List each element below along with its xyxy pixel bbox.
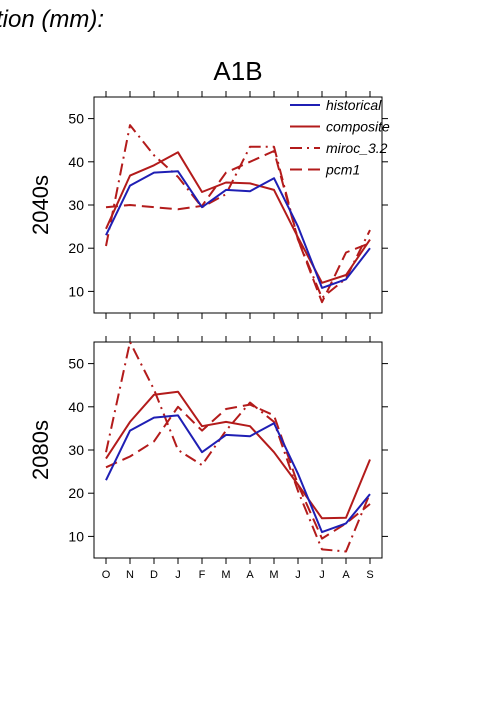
y-tick-label: 40 — [68, 154, 84, 170]
legend-label: miroc_3.2 — [326, 140, 388, 156]
series-line-miroc-3-2 — [105, 124, 371, 299]
panel-2040s: 10 20 30 40 50 2040s — [28, 91, 388, 319]
x-tick-label: N — [126, 569, 134, 581]
x-tick-label: S — [366, 569, 373, 581]
legend-label: historical — [326, 97, 382, 113]
series-line-composite — [105, 151, 371, 284]
legend-label: composite — [326, 119, 390, 135]
legend: historical composite miroc_3.2 pcm1 — [290, 97, 390, 178]
series-line-pcm1 — [105, 150, 371, 304]
y-axis-label: 2040s — [28, 175, 53, 235]
series-line-historical — [105, 414, 371, 534]
legend-label: pcm1 — [325, 162, 360, 178]
y-tick-label: 10 — [68, 528, 84, 544]
x-tick-label: F — [199, 569, 206, 581]
y-tick-label: 50 — [68, 111, 84, 127]
scenario-title: A1B — [213, 56, 262, 86]
y-tick-label: 50 — [68, 356, 84, 372]
x-tick-label: A — [246, 569, 254, 581]
series-line-composite — [105, 390, 371, 520]
x-tick-label: J — [175, 569, 181, 581]
panel-2080s: 10 20 30 40 50 O N D J F M A M J J A S 2080s — [28, 336, 388, 581]
y-tick-label: 20 — [68, 240, 84, 256]
y-axis-label: 2080s — [28, 420, 53, 480]
x-tick-label: D — [150, 569, 158, 581]
y-tick-label: 10 — [68, 283, 84, 299]
x-tick-label: M — [269, 569, 278, 581]
y-tick-label: 20 — [68, 485, 84, 501]
y-tick-label: 30 — [68, 197, 84, 213]
series-line-miroc-3-2 — [105, 341, 371, 553]
x-tick-label: O — [102, 569, 111, 581]
x-tick-label: A — [342, 569, 350, 581]
x-tick-label: J — [295, 569, 301, 581]
y-tick-label: 40 — [68, 399, 84, 415]
y-tick-label: 30 — [68, 442, 84, 458]
x-tick-label: M — [221, 569, 230, 581]
x-tick-label: J — [319, 569, 325, 581]
page-title: tion (mm): — [0, 6, 104, 33]
series-line-historical — [105, 170, 371, 289]
series-line-pcm1 — [105, 403, 371, 540]
